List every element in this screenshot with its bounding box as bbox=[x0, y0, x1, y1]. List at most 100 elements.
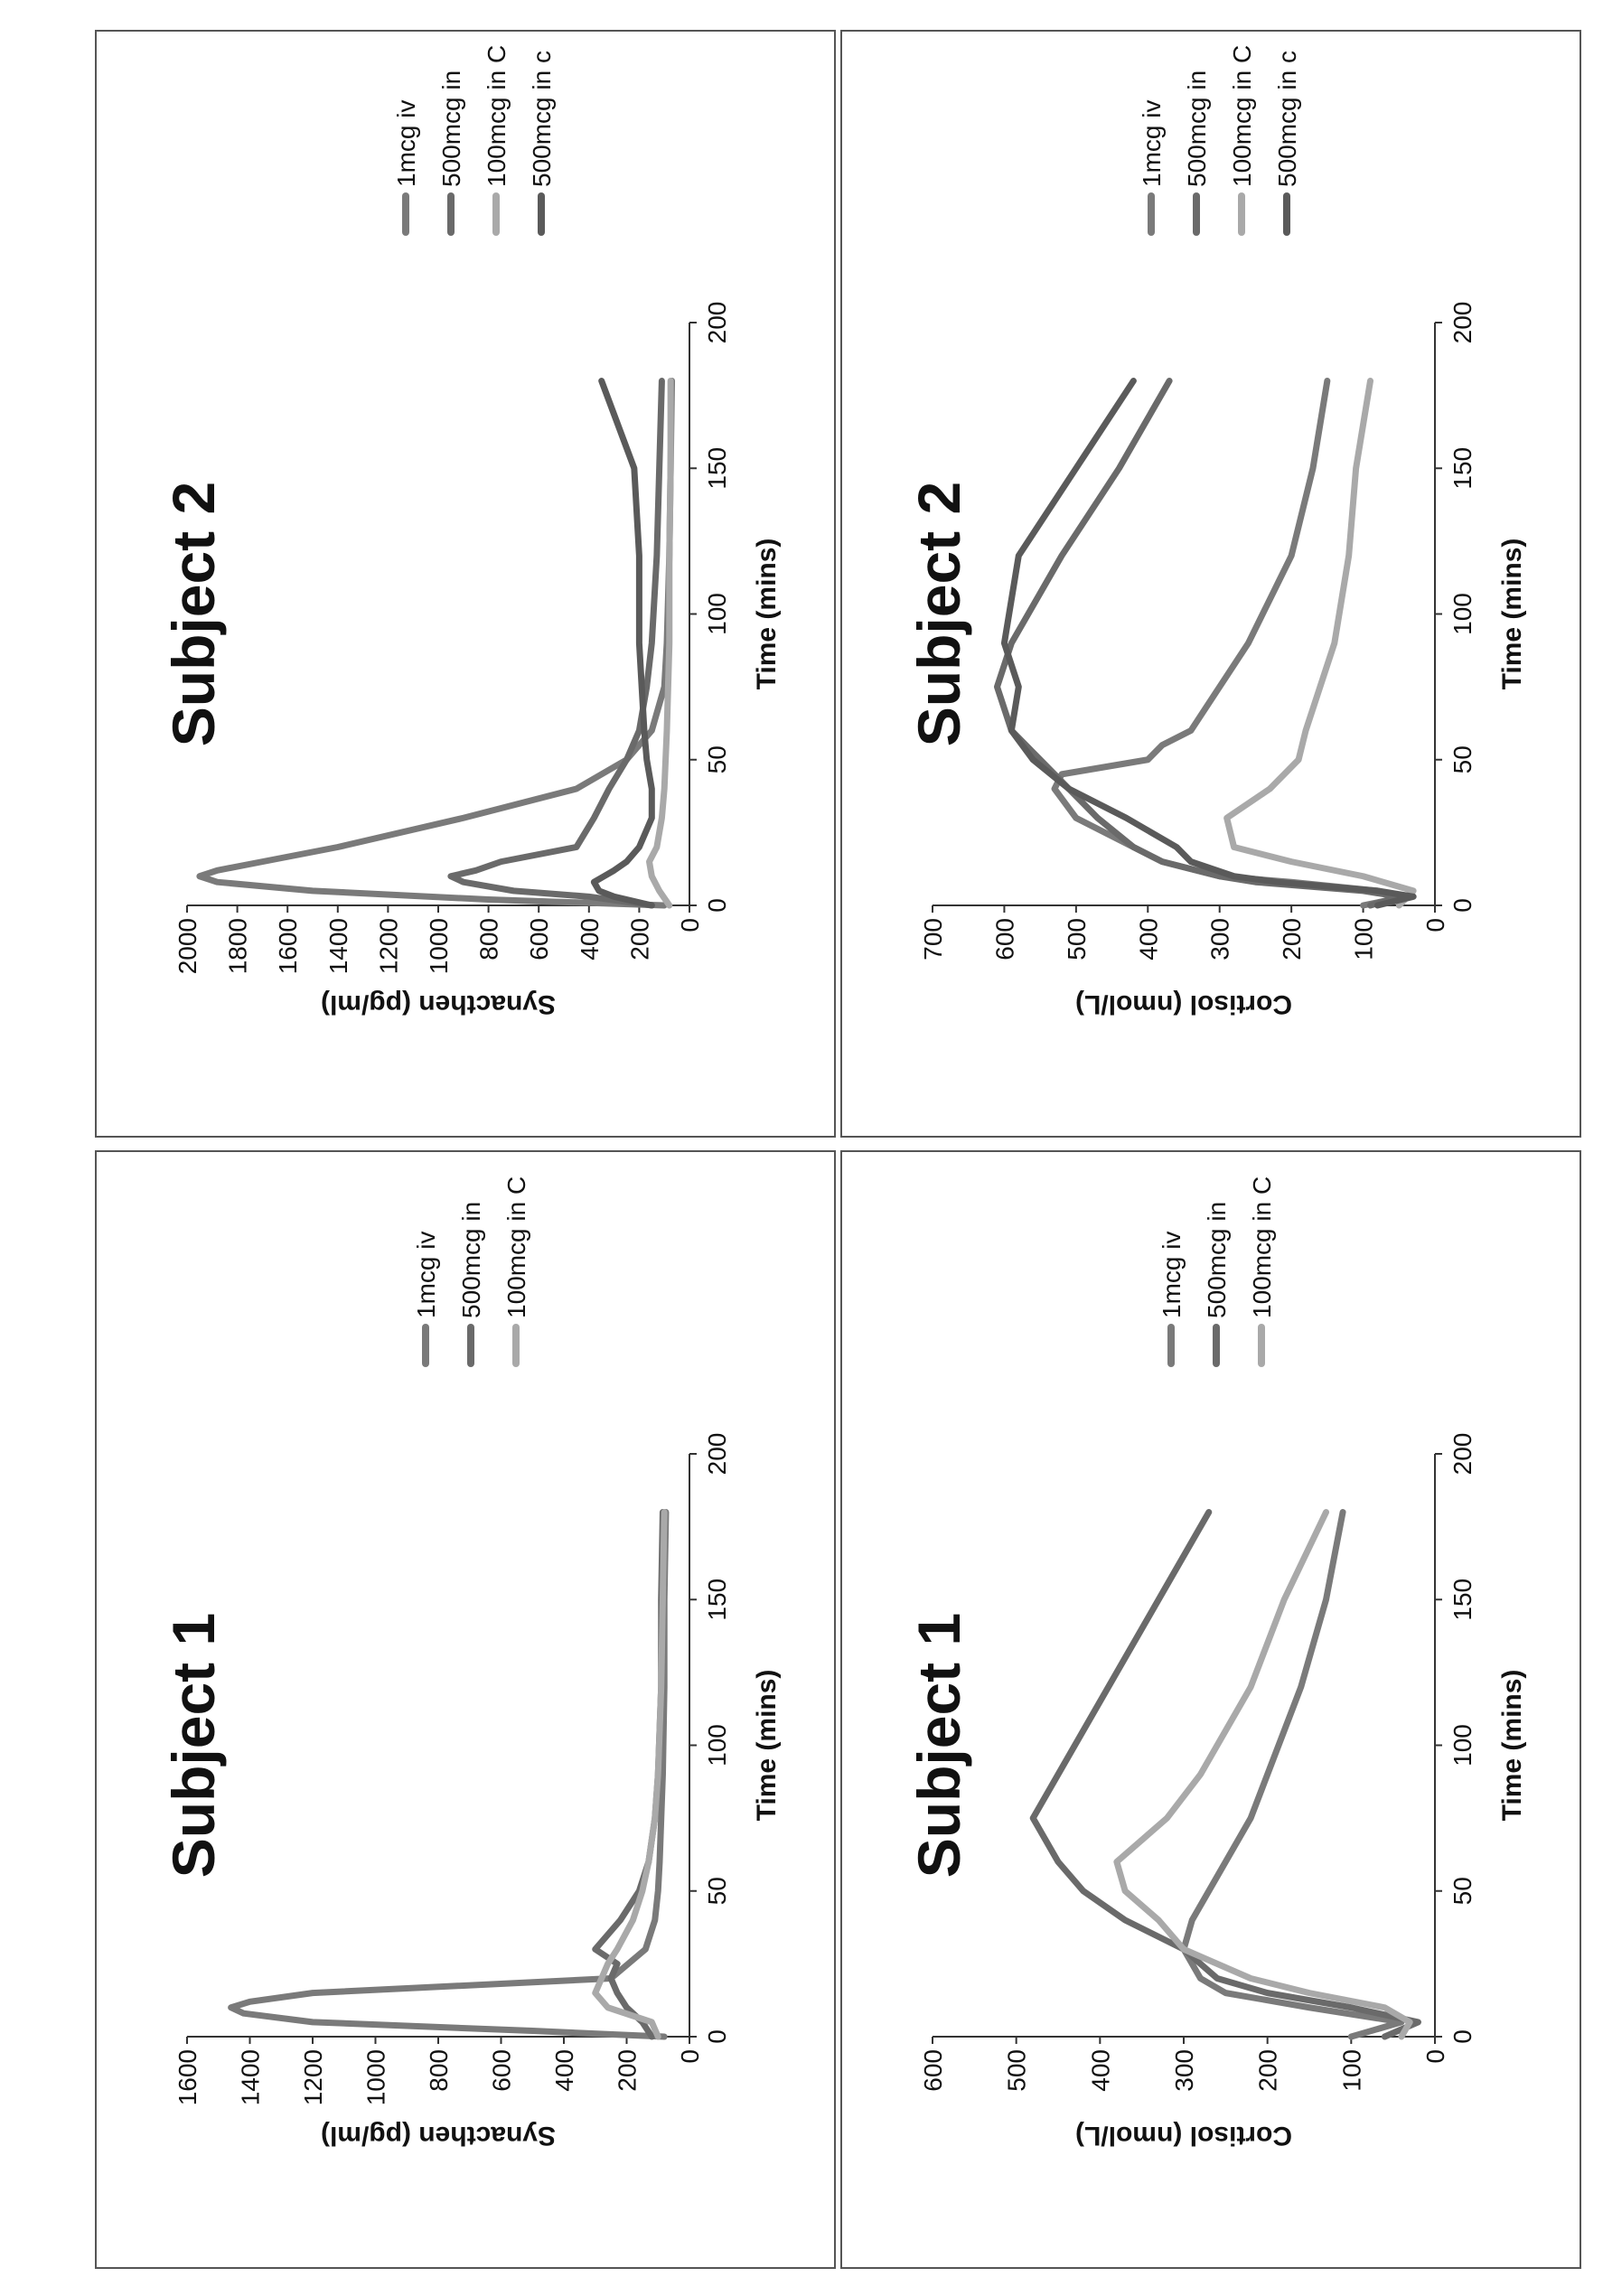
y-tick-label: 400 bbox=[1134, 918, 1162, 961]
y-tick-label: 1400 bbox=[237, 2049, 265, 2105]
series-line-500mcg-in bbox=[592, 1509, 666, 2040]
x-tick-label: 100 bbox=[703, 593, 731, 635]
x-tick-label: 0 bbox=[1448, 2029, 1476, 2044]
legend-label: 1mcg iv bbox=[1138, 100, 1166, 187]
x-tick-label: 150 bbox=[1448, 1579, 1476, 1621]
figure-title: Figure 3A bbox=[16, 2014, 63, 2206]
y-tick-label: 1800 bbox=[224, 918, 252, 974]
y-tick-label: 0 bbox=[1421, 918, 1449, 932]
y-tick-label: 200 bbox=[1278, 918, 1306, 961]
chart-svg: 0 100 200 300 400 500 600 700 0 50 100 150 200 Time (… bbox=[905, 45, 1527, 1019]
y-tick-label: 1200 bbox=[374, 918, 402, 974]
y-tick-label: 1400 bbox=[324, 918, 352, 974]
x-tick-label: 200 bbox=[1448, 302, 1476, 344]
chart-title: Subject 1 bbox=[160, 1613, 227, 1878]
x-tick-label: 150 bbox=[703, 1579, 731, 1621]
x-tick-label: 100 bbox=[1448, 593, 1476, 635]
y-tick-label: 400 bbox=[550, 2049, 578, 2092]
x-tick-label: 150 bbox=[703, 447, 731, 490]
x-axis-label: Time (mins) bbox=[1497, 539, 1527, 690]
series-line-500mcg-in bbox=[993, 378, 1402, 909]
series-line-1mcg-iv bbox=[196, 378, 676, 909]
chart-svg: 0 200 400 600 800 1000 1200 1400 1600 0 50 100 150 20… bbox=[160, 1176, 782, 2151]
y-tick-label: 500 bbox=[1003, 2049, 1031, 2092]
y-tick-label: 800 bbox=[475, 918, 503, 961]
x-tick-label: 50 bbox=[703, 1877, 731, 1905]
x-tick-label: 0 bbox=[1448, 898, 1476, 913]
legend-label: 1mcg iv bbox=[392, 100, 420, 187]
y-tick-label: 400 bbox=[576, 918, 604, 961]
series-line-100mcg-in-c bbox=[592, 1509, 668, 2040]
series-line-500mcg-in-c bbox=[1000, 378, 1417, 909]
y-axis-label: Cortisol (nmol/L) bbox=[1075, 2121, 1292, 2151]
y-tick-label: 600 bbox=[488, 2049, 516, 2092]
legend-label: 500mcg in bbox=[437, 70, 465, 187]
x-tick-label: 200 bbox=[703, 1433, 731, 1476]
y-tick-label: 1000 bbox=[425, 918, 453, 974]
panel-cortisol-subject-2: 0 100 200 300 400 500 600 700 0 50 100 150 200 Time (… bbox=[840, 30, 1581, 1138]
legend-label: 1mcg iv bbox=[1158, 1232, 1186, 1318]
y-tick-label: 500 bbox=[1063, 918, 1091, 961]
y-tick-label: 0 bbox=[676, 918, 704, 932]
y-tick-label: 300 bbox=[1206, 918, 1234, 961]
y-tick-label: 600 bbox=[919, 2049, 947, 2092]
chart-svg: 0 200 400 600 800 1000 1200 1400 1600 1800 2000 0 50… bbox=[160, 45, 782, 1019]
legend-label: 500mcg in bbox=[1203, 1202, 1231, 1318]
chart-svg: 0 100 200 300 400 500 600 0 50 100 150 200 Time (min… bbox=[905, 1176, 1527, 2151]
y-tick-label: 600 bbox=[990, 918, 1018, 961]
y-tick-label: 100 bbox=[1337, 2049, 1365, 2092]
series-line-1mcg-iv bbox=[1180, 1509, 1405, 2040]
y-tick-label: 2000 bbox=[173, 918, 202, 974]
y-axis-label: Cortisol (nmol/L) bbox=[1075, 989, 1292, 1019]
chart-title: Subject 1 bbox=[905, 1613, 972, 1878]
legend-label: 500mcg in c bbox=[528, 51, 556, 187]
y-tick-label: 200 bbox=[1254, 2049, 1282, 2092]
x-tick-label: 50 bbox=[1448, 1877, 1476, 1905]
y-tick-label: 300 bbox=[1170, 2049, 1198, 2092]
series-line-500mcg-in bbox=[447, 378, 665, 909]
x-tick-label: 100 bbox=[703, 1724, 731, 1767]
x-tick-label: 50 bbox=[703, 745, 731, 773]
panel-synacthen-subject-1: 0 200 400 600 800 1000 1200 1400 1600 0 50 100 150 20… bbox=[95, 1150, 836, 2269]
y-axis-label: Synacthen (pg/ml) bbox=[321, 2121, 556, 2151]
y-tick-label: 0 bbox=[1421, 2049, 1449, 2064]
y-tick-label: 700 bbox=[919, 918, 947, 961]
x-tick-label: 200 bbox=[703, 302, 731, 344]
y-tick-label: 600 bbox=[525, 918, 553, 961]
x-tick-label: 150 bbox=[1448, 447, 1476, 490]
x-axis-label: Time (mins) bbox=[1497, 1670, 1527, 1822]
legend-label: 100mcg in C bbox=[1248, 1176, 1276, 1318]
legend-label: 500mcg in c bbox=[1273, 51, 1301, 187]
chart-title: Subject 2 bbox=[905, 482, 972, 746]
y-axis-label: Synacthen (pg/ml) bbox=[321, 989, 556, 1019]
series-line-100mcg-in-c bbox=[646, 378, 674, 909]
y-tick-label: 200 bbox=[614, 2049, 642, 2092]
legend-label: 500mcg in bbox=[1183, 70, 1211, 187]
x-tick-label: 0 bbox=[703, 898, 731, 913]
panel-cortisol-subject-1: 0 100 200 300 400 500 600 0 50 100 150 200 Time (min… bbox=[840, 1150, 1581, 2269]
x-tick-label: 0 bbox=[703, 2029, 731, 2044]
x-tick-label: 200 bbox=[1448, 1433, 1476, 1476]
series-line-500mcg-in-c bbox=[590, 378, 655, 909]
y-tick-label: 100 bbox=[1350, 918, 1378, 961]
legend-label: 100mcg in C bbox=[502, 1176, 530, 1318]
legend-label: 100mcg in C bbox=[483, 45, 511, 187]
x-tick-label: 100 bbox=[1448, 1724, 1476, 1767]
x-tick-label: 50 bbox=[1448, 745, 1476, 773]
y-tick-label: 400 bbox=[1086, 2049, 1114, 2092]
y-tick-label: 200 bbox=[625, 918, 653, 961]
series-line-500mcg-in bbox=[1029, 1509, 1421, 2040]
series-line-100mcg-in-c bbox=[1113, 1509, 1413, 2040]
y-tick-label: 800 bbox=[425, 2049, 453, 2092]
x-axis-label: Time (mins) bbox=[752, 1670, 782, 1822]
y-tick-label: 1000 bbox=[362, 2049, 390, 2105]
x-axis-label: Time (mins) bbox=[752, 539, 782, 690]
y-tick-label: 1200 bbox=[299, 2049, 327, 2105]
y-tick-label: 1600 bbox=[173, 2049, 202, 2105]
y-tick-label: 1600 bbox=[274, 918, 302, 974]
legend-label: 100mcg in C bbox=[1228, 45, 1256, 187]
chart-title: Subject 2 bbox=[160, 482, 227, 746]
series-line-1mcg-iv bbox=[228, 1509, 670, 2040]
legend-label: 500mcg in bbox=[457, 1202, 485, 1318]
series-line-100mcg-in-c bbox=[1223, 378, 1417, 909]
